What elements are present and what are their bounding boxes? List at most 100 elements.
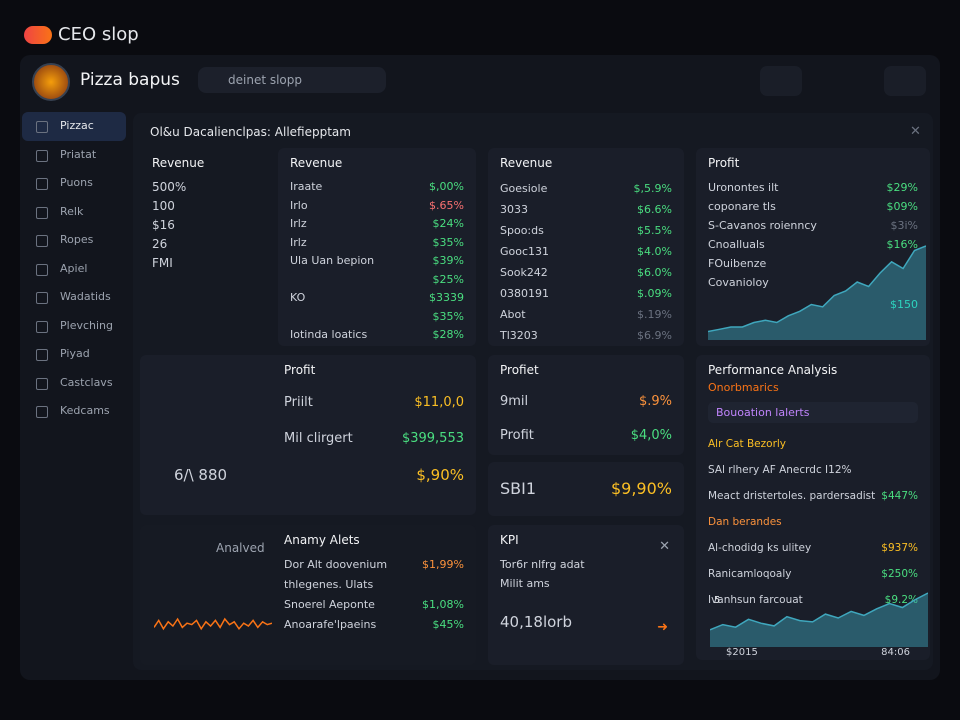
row-value: $24%	[432, 217, 464, 230]
row-value: $9,90%	[610, 479, 672, 498]
row: Uronontes ilt $29%	[708, 178, 918, 197]
row-value: $.09%	[637, 287, 672, 300]
row-label: Cnoalluals	[708, 238, 765, 251]
row: Cnoalluals $16%	[708, 235, 918, 254]
row: 40,18lorb	[500, 613, 672, 632]
area	[710, 593, 928, 647]
row-value: $6.6%	[637, 203, 672, 216]
row-label: Dan berandes	[708, 516, 782, 528]
row-label: Irlz	[290, 235, 307, 249]
brand: CEO slop	[58, 24, 139, 45]
card-title: Revenue	[152, 156, 205, 170]
row: Goesiole $,5.9%	[500, 178, 672, 199]
logo	[24, 26, 52, 44]
nav-item[interactable]: Priatat	[22, 141, 126, 170]
row-label: Ranicamloqoaly	[708, 568, 792, 580]
row-label: Iraate	[290, 180, 323, 193]
nav-item[interactable]: Wadatids	[22, 283, 126, 312]
close[interactable]: ✕	[910, 124, 921, 139]
row-value: $28%	[432, 328, 464, 341]
row: 6/\ 880 $,90%	[174, 457, 464, 493]
row-value: $1,08%	[422, 598, 464, 611]
nav-item[interactable]: Plevching	[22, 312, 126, 341]
nav-item[interactable]: Pizzac	[22, 112, 126, 141]
row: 26	[152, 235, 263, 254]
dropdown[interactable]: Bouoation lalerts	[708, 402, 918, 423]
row-value: $.19%	[637, 308, 672, 321]
nav-item[interactable]: Piyad	[22, 340, 126, 369]
row: Al-chodidg ks ulitey $937%	[708, 535, 918, 561]
row-value: $.9%	[638, 394, 672, 409]
row: SBI1 $9,90%	[500, 470, 672, 508]
row-label: Ula Uan bepion	[290, 254, 375, 267]
row-value: $447%	[881, 490, 918, 502]
row: 3033 $6.6%	[500, 199, 672, 220]
row: Irlz $24%	[290, 215, 464, 234]
close[interactable]: ✕	[659, 539, 670, 554]
row: 100	[152, 197, 263, 216]
row-value: $937%	[881, 542, 918, 554]
row-label: Tl3203	[500, 329, 538, 342]
card-title: Revenue	[500, 156, 553, 170]
row-value: $.65%	[429, 198, 464, 212]
row: Iraate $,00%	[290, 178, 464, 197]
arrow[interactable]: ➜	[657, 620, 668, 635]
row-label: Abot	[500, 308, 526, 321]
row: Tl3203 $6.9%	[500, 325, 672, 346]
row-label: Sook242	[500, 266, 548, 279]
row-value: $,00%	[429, 180, 464, 193]
row-label: 40,18lorb	[500, 613, 572, 631]
card: Performance Analysis Onorbmarics Bouoation…	[696, 355, 930, 660]
nav-item[interactable]: Kedcams	[22, 397, 126, 426]
row-label: Irlo	[290, 198, 308, 212]
row-value: $6.0%	[637, 266, 672, 279]
row-label: Ivanhsun farcouat	[708, 594, 803, 606]
icon-button[interactable]	[884, 66, 926, 96]
row-label: FMI	[152, 256, 173, 270]
icon-button[interactable]	[760, 66, 802, 96]
row-label: FOuibenze	[708, 257, 767, 270]
row-value: $4.0%	[637, 245, 672, 258]
row: Covanioloy	[708, 273, 918, 292]
row-value: $5.5%	[637, 224, 672, 237]
chart-label: $150	[890, 298, 918, 311]
row-value: $3i%	[890, 219, 918, 232]
card-title: Profit	[284, 363, 316, 377]
chart	[708, 245, 926, 340]
card: Revenue 500% 100 $16 26 FMI	[140, 148, 275, 346]
row-label: KO	[290, 291, 306, 304]
row-label: Anoarafe'lpaeins	[284, 618, 377, 631]
row: Irlz $35%	[290, 234, 464, 253]
row-label: 26	[152, 237, 168, 251]
icon-button[interactable]	[804, 66, 846, 96]
card-title: Profiet	[500, 363, 539, 377]
icon-button[interactable]	[842, 66, 884, 96]
row-value: $3339	[429, 291, 464, 304]
x-label: $2015	[726, 647, 758, 658]
row-label: S-Cavanos roienncy	[708, 219, 817, 232]
row-label: Profit	[500, 428, 534, 443]
nav-item[interactable]: Castclavs	[22, 369, 126, 398]
row-label: Spoo:ds	[500, 224, 544, 237]
row-value: $11,0,0	[414, 395, 464, 410]
nav-item[interactable]: Relk	[22, 198, 126, 227]
row: thlegenes. Ulats	[284, 575, 464, 595]
row: Iotinda loatics $28%	[290, 326, 464, 345]
row-label: $16	[152, 218, 175, 232]
row-value: $35%	[432, 309, 464, 323]
avatar[interactable]	[32, 63, 70, 101]
card-title: Revenue	[290, 156, 343, 170]
nav-item[interactable]: Ropes	[22, 226, 126, 255]
nav-item[interactable]: Puons	[22, 169, 126, 198]
row: Irlo $.65%	[290, 197, 464, 216]
row: Mil clirgert $399,553	[284, 421, 464, 457]
row-label: 0380191	[500, 287, 549, 300]
search[interactable]: deinet slopp	[198, 67, 386, 93]
card: Profit Uronontes ilt $29% coponare tls $09% S…	[696, 148, 930, 346]
card: Analved Anamy Alets Dor Alt doovenium $1,99…	[140, 525, 476, 665]
row-label: Dor Alt doovenium	[284, 558, 388, 571]
card: Profit Priilt $11,0,0 Mil clirgert $399,553 6…	[140, 355, 476, 515]
row-label: 3033	[500, 203, 528, 216]
nav-item[interactable]: Apiel	[22, 255, 126, 284]
row-value: $399,553	[401, 431, 464, 446]
